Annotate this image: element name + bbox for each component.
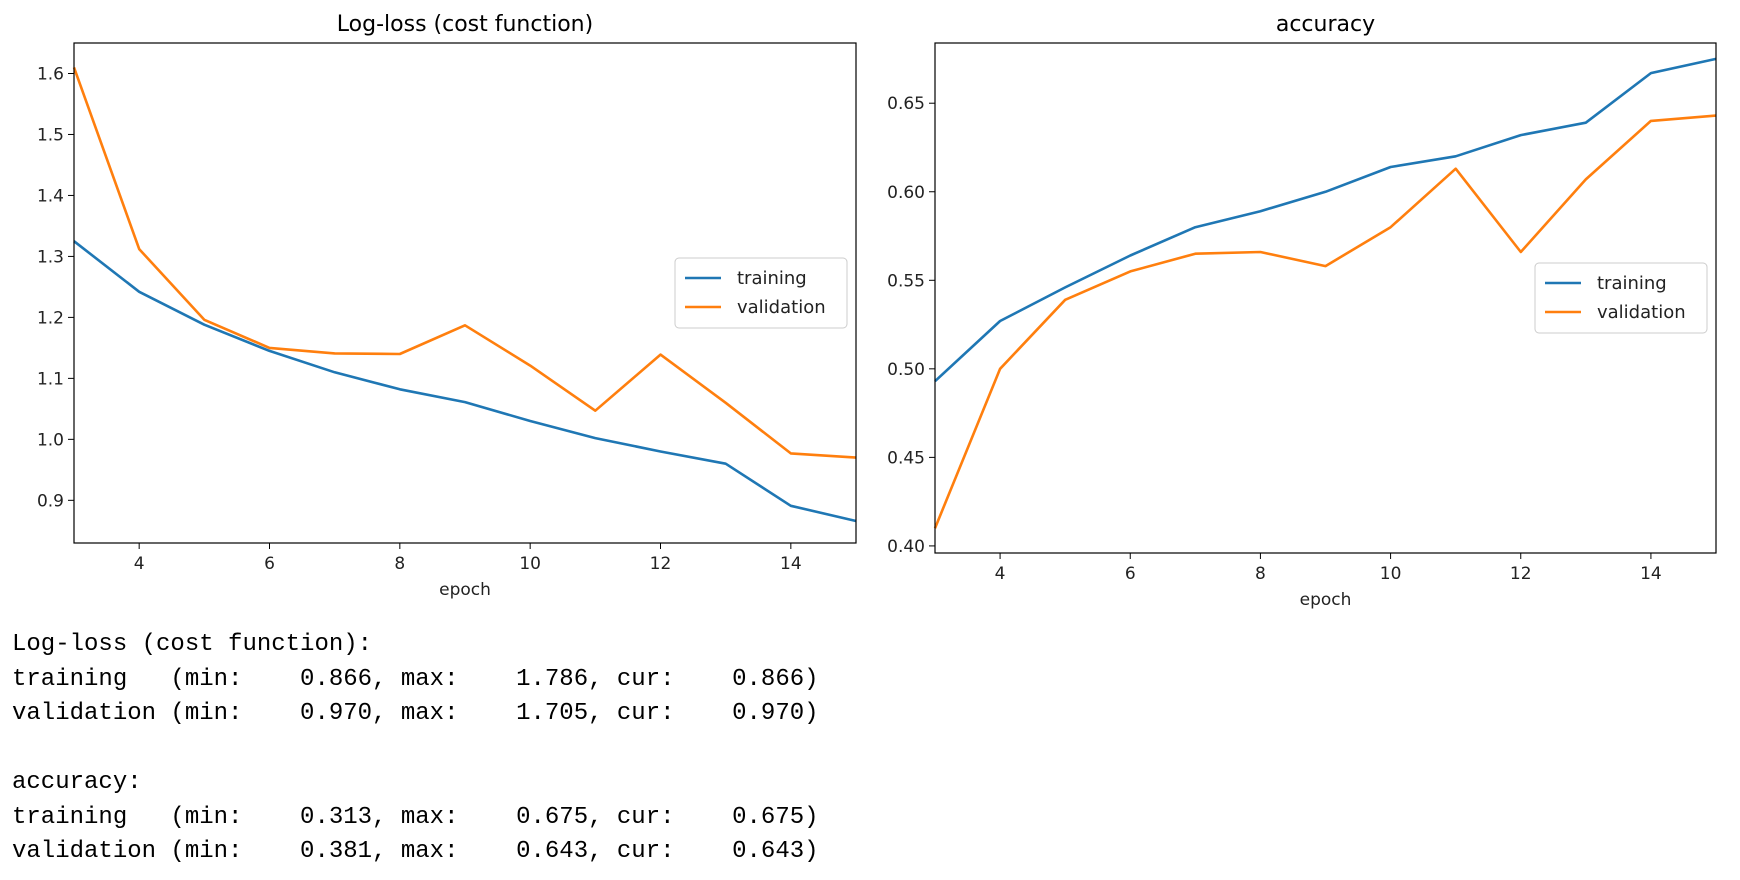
y-tick-label: 1.5 <box>37 125 64 145</box>
summary-output: Log-loss (cost function): training (min: … <box>12 628 819 870</box>
x-tick-label: 8 <box>394 554 405 574</box>
y-tick-label: 1.4 <box>37 186 64 206</box>
y-tick-label: 1.0 <box>37 430 64 450</box>
x-tick-label: 12 <box>650 554 672 574</box>
summary-line: training (min: 0.313, max: 0.675, cur: 0… <box>12 803 819 831</box>
x-tick-label: 8 <box>1255 564 1266 584</box>
x-tick-label: 14 <box>780 554 802 574</box>
y-tick-label: 0.50 <box>887 360 925 380</box>
y-tick-label: 0.65 <box>887 94 925 114</box>
chart-title: accuracy <box>1276 12 1375 37</box>
legend-label-training: training <box>737 268 807 289</box>
summary-line: training (min: 0.866, max: 1.786, cur: 0… <box>12 665 819 693</box>
series-line-training <box>934 57 1717 383</box>
plot-frame <box>934 42 1717 554</box>
x-axis-label: epoch <box>1300 590 1352 610</box>
series-line-validation <box>933 114 1717 529</box>
x-tick-label: 10 <box>519 554 541 574</box>
x-tick-label: 4 <box>134 554 145 574</box>
summary-line: validation (min: 0.381, max: 0.643, cur:… <box>12 838 819 865</box>
y-tick-label: 0.40 <box>887 537 925 557</box>
chart-1: Log-loss (cost function) 4 6 8 10 12 14 0.9 1.0 1… <box>37 12 857 600</box>
legend: training validation <box>1534 262 1708 334</box>
legend: training validation <box>674 257 848 329</box>
x-tick-label: 10 <box>1380 564 1402 584</box>
plot-frame <box>73 42 857 544</box>
legend-label-validation: validation <box>1597 302 1686 323</box>
series-line-training <box>73 240 857 523</box>
legend-label-validation: validation <box>737 297 826 318</box>
y-tick-label: 1.1 <box>37 369 64 389</box>
x-tick-label: 6 <box>264 554 275 574</box>
legend-label-training: training <box>1597 273 1667 294</box>
y-tick-label: 0.55 <box>887 271 925 291</box>
chart-title: Log-loss (cost function) <box>337 12 593 37</box>
y-tick-label: 1.3 <box>37 247 64 267</box>
summary-line: Log-loss (cost function): <box>12 631 373 658</box>
y-tick-label: 0.9 <box>37 491 64 511</box>
y-tick-label: 0.45 <box>887 448 925 468</box>
x-tick-label: 6 <box>1125 564 1136 584</box>
summary-line: accuracy: <box>12 769 142 796</box>
chart-2: accuracy 4 6 8 10 12 14 0.40 0.45 0.50 0.55 0.60 0.6… <box>887 12 1717 610</box>
legend-box <box>1534 262 1708 334</box>
summary-line: validation (min: 0.970, max: 1.705, cur:… <box>12 700 819 727</box>
x-tick-label: 4 <box>995 564 1006 584</box>
legend-box <box>674 257 848 329</box>
x-axis-label: epoch <box>439 580 491 600</box>
x-tick-label: 12 <box>1510 564 1532 584</box>
y-tick-label: 0.60 <box>887 183 925 203</box>
charts-area: Log-loss (cost function) 4 6 8 10 12 14 0.9 1.0 1… <box>37 12 1717 610</box>
series-line-validation <box>72 66 857 459</box>
summary-line <box>12 732 819 767</box>
y-tick-label: 1.6 <box>37 64 64 84</box>
y-tick-label: 1.2 <box>37 308 64 328</box>
x-tick-label: 14 <box>1640 564 1662 584</box>
